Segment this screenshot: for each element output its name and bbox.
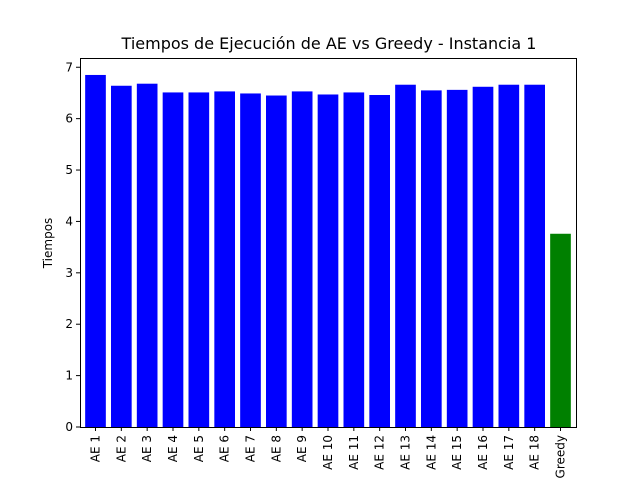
x-tick-label: AE 14 — [424, 435, 438, 470]
bar-ae-11 — [343, 92, 365, 427]
x-tick-label: AE 12 — [373, 435, 387, 470]
bar-ae-13 — [395, 84, 416, 427]
bar-ae-6 — [214, 91, 235, 428]
x-tick-label: AE 16 — [476, 435, 490, 470]
bar-ae-7 — [240, 93, 261, 428]
bar-ae-15 — [446, 89, 468, 427]
y-tick-label: 7 — [65, 60, 73, 74]
x-tick-label: AE 18 — [528, 435, 542, 470]
y-tick-label: 5 — [65, 163, 73, 177]
bar-ae-2 — [111, 85, 132, 428]
y-tick-label: 2 — [65, 317, 73, 331]
bar-ae-3 — [136, 83, 158, 427]
bar-ae-4 — [162, 92, 184, 427]
x-tick-label: AE 7 — [244, 435, 258, 462]
bar-ae-12 — [369, 95, 390, 428]
x-tick-label: AE 17 — [502, 435, 516, 470]
x-tick-label: AE 2 — [114, 435, 128, 462]
bar-ae-14 — [421, 90, 442, 427]
y-axis-label: Tiempos — [41, 218, 55, 270]
bar-ae-17 — [498, 84, 520, 427]
x-tick-label: Greedy — [554, 435, 568, 478]
bar-ae-9 — [291, 91, 313, 428]
bar-ae-10 — [317, 94, 339, 427]
x-tick-label: AE 13 — [399, 435, 413, 470]
bars-group — [85, 74, 571, 428]
plot-area-frame — [80, 58, 577, 428]
x-tick-label: AE 4 — [166, 435, 180, 462]
bar-ae-1 — [85, 74, 106, 428]
chart-title: Tiempos de Ejecución de AE vs Greedy - I… — [121, 34, 537, 53]
x-tick-label: AE 15 — [450, 435, 464, 470]
bar-greedy — [550, 233, 571, 427]
y-tick-label: 3 — [65, 266, 73, 280]
bar-ae-16 — [472, 86, 494, 428]
x-tick-label: AE 10 — [321, 435, 335, 470]
bar-ae-5 — [188, 92, 210, 427]
x-tick-label: AE 5 — [192, 435, 206, 462]
y-tick-label: 0 — [65, 420, 73, 434]
y-tick-label: 1 — [65, 369, 73, 383]
x-tick-label: AE 11 — [347, 435, 361, 470]
y-tick-label: 4 — [65, 214, 73, 228]
y-axis-ticks: 0 1 2 3 4 5 6 7 — [65, 60, 80, 434]
bar-ae-8 — [266, 95, 287, 427]
x-tick-label: AE 3 — [140, 435, 154, 462]
x-axis-ticks: AE 1 AE 2 AE 3 AE 4 AE 5 AE 6 AE 7 AE 8 AE 9 AE 1… — [89, 427, 568, 478]
x-tick-label: AE 1 — [89, 435, 103, 462]
bar-ae-18 — [524, 84, 545, 427]
y-tick-label: 6 — [65, 112, 73, 126]
x-tick-label: AE 6 — [218, 435, 232, 462]
x-tick-label: AE 8 — [269, 435, 283, 462]
x-tick-label: AE 9 — [295, 435, 309, 462]
